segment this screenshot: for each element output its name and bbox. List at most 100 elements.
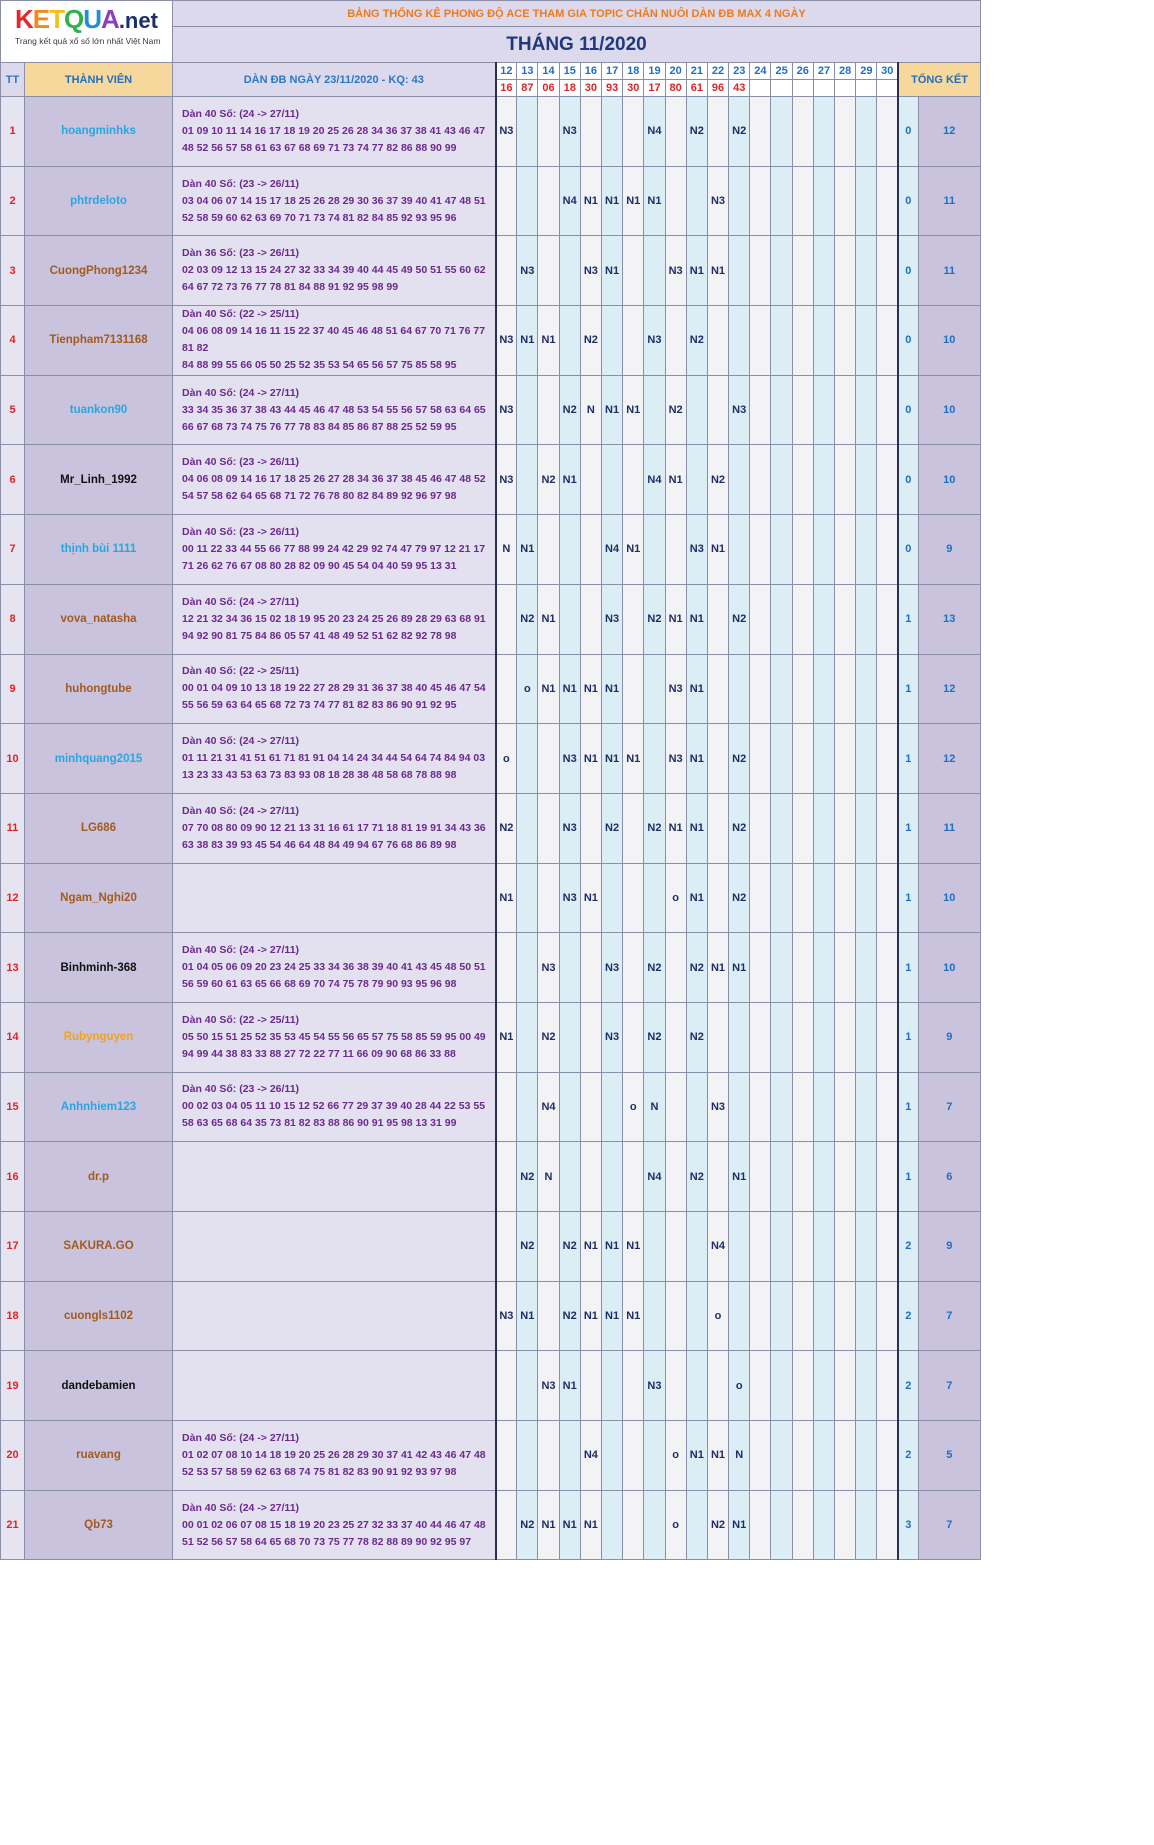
dan-numbers: 64 67 72 73 76 77 78 81 84 88 91 92 95 9… [182,281,399,294]
total-miss: 0 [897,444,919,516]
day-mark-12: N3 [494,374,518,446]
member-name[interactable]: thịnh bùi 1111 [23,514,174,585]
day-mark-14: N1 [537,653,560,725]
day-result-28 [834,79,857,97]
member-row: 2 phtrdeloto Dàn 40 Số: (23 -> 26/11) 03 04… [0,165,982,237]
day-mark-18 [622,932,645,1003]
member-dan: Dàn 40 Số: (24 -> 27/11) 01 09 10 11 14 1… [172,96,497,167]
day-mark-23 [728,165,751,237]
day-mark-26 [791,1211,814,1282]
member-row: 9 huhongtube Dàn 40 Số: (22 -> 25/11) 00 01… [0,653,982,725]
day-mark-26 [791,1420,814,1491]
total-miss: 0 [897,374,919,446]
day-mark-17 [600,444,624,516]
member-name[interactable]: Binhminh-368 [23,932,174,1003]
day-mark-20: N3 [664,653,687,725]
day-mark-14 [537,1420,560,1491]
day-mark-22 [706,1141,730,1212]
day-mark-30 [876,792,899,864]
day-mark-13 [516,444,539,516]
day-mark-30 [876,1350,899,1422]
day-mark-12 [494,1141,518,1212]
day-mark-21: N1 [685,723,708,794]
day-mark-29 [855,514,878,585]
day-mark-27 [812,1420,836,1491]
day-mark-13: o [516,653,539,725]
member-name[interactable]: ruavang [23,1420,174,1491]
day-mark-26 [791,862,814,934]
member-name[interactable]: Qb73 [23,1489,174,1561]
member-name[interactable]: phtrdeloto [23,165,174,237]
member-name[interactable]: LG686 [23,792,174,864]
day-header-24: 24 [749,62,772,80]
day-mark-17: N3 [600,1001,624,1073]
day-mark-27 [812,583,836,655]
member-name[interactable]: dandebamien [23,1350,174,1422]
day-mark-25 [770,1211,793,1282]
member-name[interactable]: huhongtube [23,653,174,725]
day-mark-29 [855,723,878,794]
ketqua-logo[interactable]: KETQUA.net Trang kết quả xổ số lớn nhất … [0,0,174,63]
day-mark-13: N1 [516,1280,539,1352]
dan-numbers: 58 63 65 68 64 35 73 81 82 83 88 86 90 9… [182,1117,457,1130]
row-number: 4 [0,305,25,376]
day-mark-15: N3 [558,723,581,794]
member-name[interactable]: Mr_Linh_1992 [23,444,174,516]
day-mark-28 [834,305,857,376]
dan-numbers: 01 09 10 11 14 16 17 18 19 20 25 26 28 3… [182,124,486,137]
member-name[interactable]: Ngam_Nghi20 [23,862,174,934]
member-name[interactable]: cuongls1102 [23,1280,174,1352]
day-mark-28 [834,1141,857,1212]
member-name[interactable]: tuankon90 [23,374,174,446]
day-mark-19 [643,374,666,446]
member-name[interactable]: minhquang2015 [23,723,174,794]
day-mark-23 [728,514,751,585]
day-mark-29 [855,1489,878,1561]
member-name[interactable]: Anhnhiem123 [23,1071,174,1143]
day-mark-24 [749,305,772,376]
day-result-13: 87 [516,79,539,97]
day-mark-19: N3 [643,305,666,376]
member-row: 16 dr.p N2 N N4 N2 N1 1 6 [0,1141,982,1212]
day-mark-16: N4 [579,1420,602,1491]
dan-title: Dàn 40 Số: (23 -> 26/11) [182,525,300,538]
member-name[interactable]: dr.p [23,1141,174,1212]
day-mark-26 [791,96,814,167]
member-row: 21 Qb73 Dàn 40 Số: (24 -> 27/11) 00 01 02 0… [0,1489,982,1561]
row-number: 3 [0,235,25,307]
row-number: 12 [0,862,25,934]
member-name[interactable]: hoangminhks [23,96,174,167]
member-name[interactable]: Rubynguyen [23,1001,174,1073]
dan-numbers: 01 11 21 31 41 51 61 71 81 91 04 14 24 3… [182,752,486,765]
member-name[interactable]: SAKURA.GO [23,1211,174,1282]
day-header-29: 29 [855,62,878,80]
total-score: 12 [917,653,982,725]
day-mark-12 [494,1350,518,1422]
day-mark-16: N1 [579,653,602,725]
day-mark-19: N2 [643,792,666,864]
member-name[interactable]: Tienpham7131168 [23,305,174,376]
total-score: 10 [917,305,982,376]
day-mark-30 [876,653,899,725]
day-mark-16 [579,1141,602,1212]
day-result-27 [812,79,836,97]
total-score: 9 [917,514,982,585]
day-header-30: 30 [876,62,899,80]
day-mark-15 [558,514,581,585]
member-name[interactable]: vova_natasha [23,583,174,655]
member-name[interactable]: CuongPhong1234 [23,235,174,307]
day-mark-17 [600,305,624,376]
day-mark-17: N1 [600,165,624,237]
total-miss: 0 [897,305,919,376]
day-mark-19 [643,514,666,585]
day-mark-25 [770,1280,793,1352]
day-header-15: 15 [558,62,581,80]
day-mark-13 [516,1071,539,1143]
day-mark-25 [770,1489,793,1561]
day-mark-27 [812,165,836,237]
member-row: 14 Rubynguyen Dàn 40 Số: (22 -> 25/11) 05 5… [0,1001,982,1073]
day-mark-16: N1 [579,1489,602,1561]
day-mark-25 [770,305,793,376]
day-mark-27 [812,932,836,1003]
day-result-14: 06 [537,79,560,97]
